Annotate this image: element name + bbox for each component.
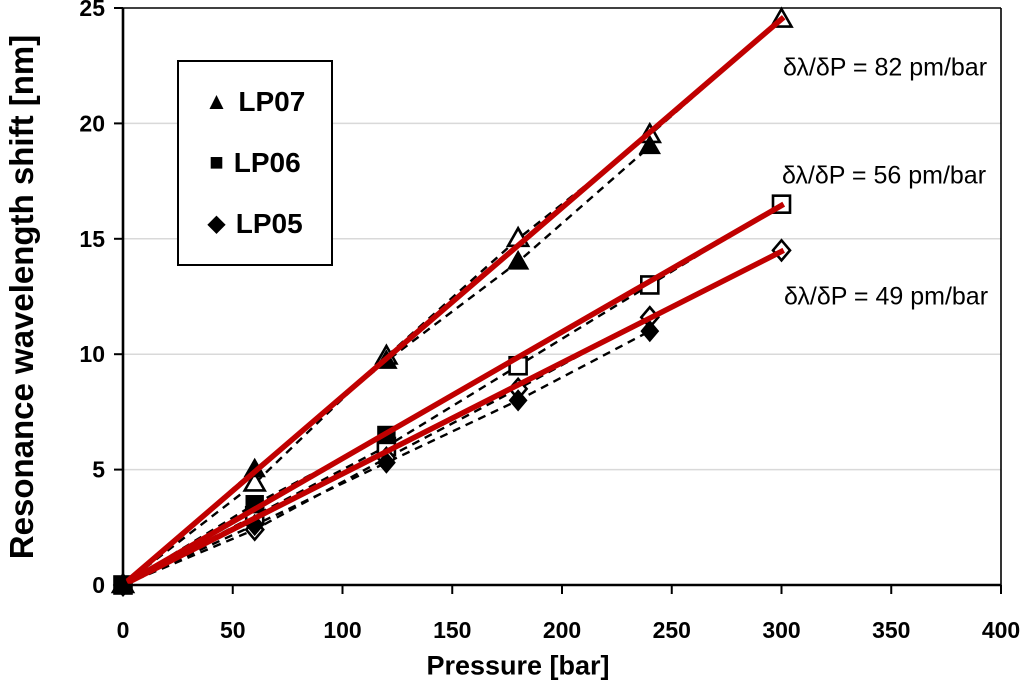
slope-annotation-lp05: δλ/δP = 49 pm/bar	[783, 282, 989, 311]
fit-line-LP07	[125, 15, 786, 584]
x-tick-label: 200	[543, 617, 581, 643]
plot-border	[123, 7, 1002, 585]
y-tick-label: 0	[92, 572, 105, 598]
fit-line-LP05	[126, 247, 785, 586]
filled-triangle-marker	[638, 134, 662, 155]
fit-line-LP06	[126, 201, 786, 585]
x-tick-label: 300	[762, 617, 800, 643]
y-tick-label: 20	[79, 110, 105, 136]
filled-diamond-marker	[640, 320, 660, 343]
filled-diamond-marker	[376, 451, 396, 474]
x-axis-title: Pressure [bar]	[426, 650, 610, 681]
x-tick-label: 400	[982, 617, 1020, 643]
legend-box: ▲ LP07 ■ LP06 ◆ LP05	[177, 60, 333, 266]
tick-labels: 0 50 100 150 200 250 300 350 400 0 5 10 15 20 25	[79, 0, 1020, 643]
legend-item-lp06: ■ LP06	[209, 146, 301, 178]
x-tick-label: 100	[323, 617, 361, 643]
x-tick-label: 50	[220, 617, 246, 643]
x-tick-label: 0	[117, 617, 130, 643]
legend-item-lp07: ▲ LP07	[205, 88, 306, 116]
legend-item-lp05: ◆ LP05	[207, 207, 303, 239]
legend-label: LP06	[233, 146, 301, 178]
x-tick-label: 350	[872, 617, 910, 643]
slope-annotation-lp06: δλ/δP = 56 pm/bar	[781, 161, 987, 190]
fit-lines	[125, 15, 786, 586]
diamond-marker-icon: ◆	[207, 209, 226, 237]
filled-triangle-marker	[506, 249, 530, 270]
triangle-marker-icon: ▲	[204, 88, 229, 116]
axes	[114, 7, 1002, 594]
legend-label: LP05	[235, 207, 303, 239]
y-tick-label: 25	[79, 0, 105, 21]
y-tick-label: 15	[79, 226, 105, 252]
square-marker-icon: ■	[209, 148, 224, 176]
slope-annotation-lp07: δλ/δP = 82 pm/bar	[782, 53, 988, 82]
x-tick-label: 250	[653, 617, 691, 643]
dashed-line-LP07-open-markers	[122, 18, 783, 586]
y-tick-label: 5	[92, 457, 105, 483]
y-tick-label: 10	[79, 341, 105, 367]
open-triangle-marker	[242, 470, 267, 492]
legend-label: LP07	[238, 86, 306, 118]
y-axis-title: Resonance wavelength shift [nm]	[3, 34, 40, 560]
filled-diamond-marker	[508, 389, 528, 412]
x-tick-label: 150	[433, 617, 471, 643]
